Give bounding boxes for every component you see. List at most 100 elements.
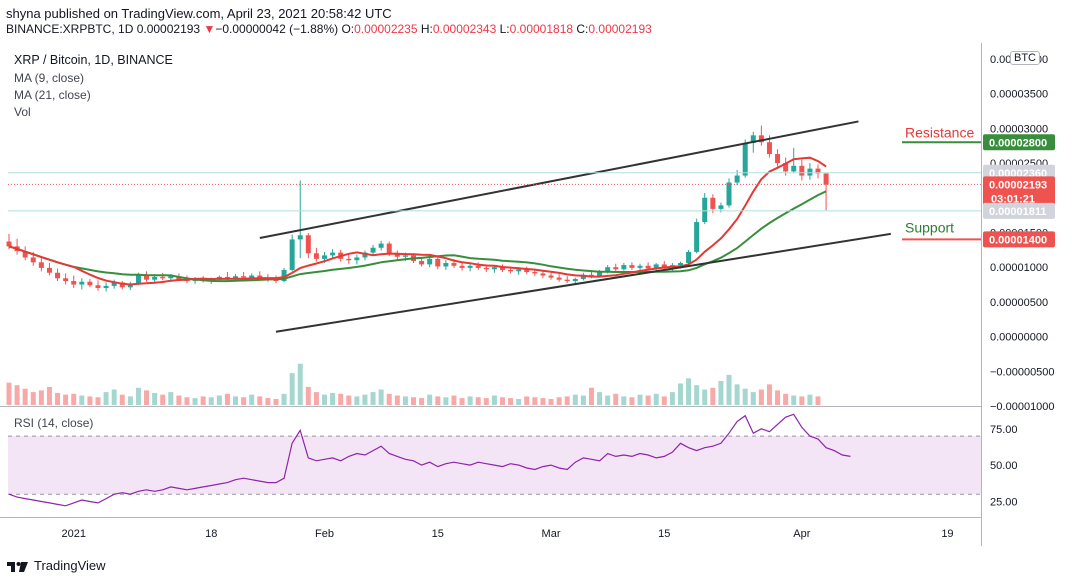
volume-bar bbox=[38, 390, 44, 405]
volume-bar bbox=[241, 397, 247, 405]
candle-body bbox=[362, 252, 368, 258]
open-value: 0.00002235 bbox=[354, 22, 418, 36]
volume-bar bbox=[346, 395, 352, 405]
candle-body bbox=[597, 272, 603, 277]
volume-bar bbox=[6, 382, 12, 405]
volume-bar bbox=[734, 384, 740, 405]
candle-body bbox=[435, 258, 441, 267]
volume-bar bbox=[330, 392, 336, 405]
volume-bar bbox=[87, 396, 93, 405]
candle-body bbox=[807, 168, 813, 176]
candle-body bbox=[524, 269, 530, 273]
candle-body bbox=[637, 265, 643, 268]
volume-bar bbox=[200, 396, 206, 405]
candle-body bbox=[508, 269, 514, 272]
price-tick-label: −0.00000500 bbox=[990, 366, 1055, 378]
candle-body bbox=[694, 222, 700, 252]
candle-body bbox=[119, 282, 125, 288]
volume-bar bbox=[783, 393, 789, 405]
rsi-pane[interactable]: 75.00 50.00 25.00 bbox=[8, 413, 1018, 508]
volume-bar bbox=[702, 389, 708, 405]
volume-bar bbox=[249, 394, 255, 405]
volume-bar bbox=[176, 395, 182, 405]
legend-vol[interactable]: Vol bbox=[14, 105, 31, 119]
candle-body bbox=[87, 281, 93, 286]
volume-bar bbox=[483, 398, 489, 405]
candle-body bbox=[734, 175, 740, 183]
price-label-text: 0.00002800 bbox=[989, 137, 1047, 149]
volume-bar bbox=[103, 392, 109, 405]
volume-bar bbox=[297, 363, 303, 405]
volume-bar bbox=[419, 398, 425, 405]
volume-bar bbox=[22, 388, 28, 405]
volume-bar bbox=[224, 393, 230, 405]
footer[interactable]: TradingView bbox=[6, 558, 106, 573]
volume-bar bbox=[532, 397, 538, 405]
volume-bar bbox=[540, 398, 546, 405]
candle-body bbox=[775, 154, 781, 164]
volume-bar bbox=[233, 396, 239, 405]
volume-bar bbox=[281, 393, 287, 405]
candle-body bbox=[46, 267, 52, 273]
price-tick-label: 0.00000000 bbox=[990, 332, 1048, 344]
volume-bar bbox=[435, 396, 441, 405]
volume-bar bbox=[71, 393, 77, 405]
price-label-countdown: 03:01:21 bbox=[991, 193, 1035, 205]
volume-bar bbox=[55, 392, 61, 405]
price-tick-label: 0.00001000 bbox=[990, 262, 1048, 274]
candle-body bbox=[710, 197, 716, 209]
volume-bar bbox=[46, 386, 52, 405]
candle-body bbox=[289, 239, 295, 270]
candle-body bbox=[815, 168, 821, 174]
trendlines-layer bbox=[259, 120, 891, 333]
volume-bar bbox=[451, 395, 457, 405]
candle-body bbox=[459, 265, 465, 268]
volume-bar bbox=[160, 394, 166, 405]
volume-bar bbox=[791, 395, 797, 405]
candle-body bbox=[677, 263, 683, 266]
candle-body bbox=[6, 241, 12, 247]
candle-body bbox=[224, 276, 230, 279]
volume-bar bbox=[556, 397, 562, 405]
lower-trendline bbox=[275, 232, 891, 333]
legend-title[interactable]: XRP / Bitcoin, 1D, BINANCE bbox=[14, 53, 173, 67]
volume-bar bbox=[475, 397, 481, 405]
volume-bar bbox=[144, 390, 150, 405]
volume-bar bbox=[613, 393, 619, 405]
rsi-line bbox=[8, 413, 851, 507]
legend-ma9[interactable]: MA (9, close) bbox=[14, 71, 85, 85]
volume-bar bbox=[386, 393, 392, 405]
candle-body bbox=[63, 278, 69, 282]
legend-rsi[interactable]: RSI (14, close) bbox=[14, 416, 94, 430]
ma9-line bbox=[8, 156, 827, 286]
volume-bar bbox=[79, 395, 85, 405]
candle-body bbox=[645, 265, 651, 269]
time-axis[interactable]: 2021 18 Feb 15 Mar 15 Apr 19 bbox=[61, 528, 953, 540]
volume-bar bbox=[111, 389, 117, 405]
price-label-text: 0.00001400 bbox=[989, 234, 1047, 246]
candle-body bbox=[588, 274, 594, 277]
volume-bar bbox=[273, 398, 279, 405]
candle-body bbox=[127, 283, 133, 288]
candle-body bbox=[823, 173, 829, 185]
volume-bar bbox=[508, 398, 514, 405]
volume-bar bbox=[135, 387, 141, 405]
candle-body bbox=[168, 276, 174, 279]
price-pane[interactable] bbox=[8, 43, 981, 406]
publisher-text: shyna published on TradingView.com, Apri… bbox=[6, 6, 392, 21]
candle-body bbox=[152, 276, 158, 280]
candle-body bbox=[305, 235, 311, 254]
time-tick-label: 18 bbox=[205, 528, 217, 540]
volume-bar bbox=[14, 385, 20, 405]
candle-body bbox=[55, 272, 61, 279]
volume-layer bbox=[6, 363, 821, 405]
candle-body bbox=[467, 265, 473, 268]
currency-badge[interactable]: BTC bbox=[1010, 51, 1040, 65]
price-label-box bbox=[983, 134, 1055, 151]
legend-ma21[interactable]: MA (21, close) bbox=[14, 88, 91, 102]
down-arrow-icon: ▼ bbox=[203, 22, 216, 36]
volume-bar bbox=[758, 389, 764, 405]
candle-body bbox=[354, 257, 360, 261]
volume-bar bbox=[257, 396, 263, 405]
